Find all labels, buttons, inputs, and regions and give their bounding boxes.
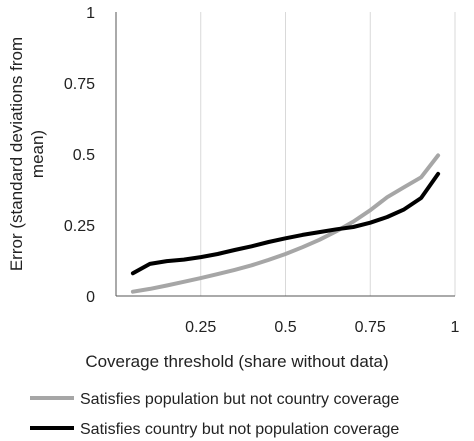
legend: Satisfies population but not country cov… [30,391,399,438]
series-line-2 [130,171,441,276]
y-tick-label: 0 [86,289,95,306]
series-lines [130,153,441,294]
x-tick-label: 0.25 [185,319,216,336]
x-tick-labels: 0.25 0.5 0.75 1 [185,319,459,336]
series-line-1 [130,153,441,294]
y-tick-label: 0.75 [64,76,95,93]
x-tick-label: 0.5 [274,319,296,336]
x-tick-label: 1 [451,319,460,336]
legend-label-2: Satisfies country but not population cov… [80,421,399,438]
y-tick-label: 0.5 [73,147,95,164]
axes [115,12,455,297]
y-tick-label: 1 [86,5,95,22]
y-axis-title-line-2: mean) [28,130,47,178]
legend-label-1: Satisfies population but not country cov… [80,391,399,408]
y-tick-labels: 0 0.25 0.5 0.75 1 [64,5,95,306]
x-tick-label: 0.75 [355,319,386,336]
gridlines [200,12,456,296]
y-tick-label: 0.25 [64,218,95,235]
y-axis-title-line-1: Error (standard deviations from [7,37,26,271]
x-axis-title: Coverage threshold (share without data) [85,352,388,371]
